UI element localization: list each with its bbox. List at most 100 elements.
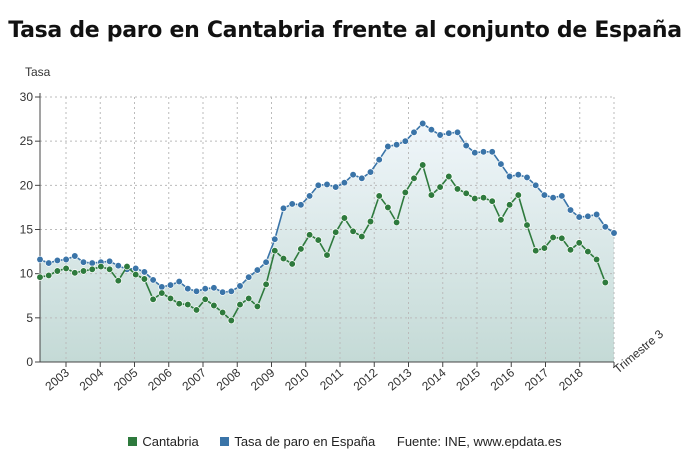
- point-cantabria: [471, 194, 479, 203]
- point-espana: [488, 148, 496, 156]
- point-espana: [592, 210, 601, 219]
- point-espana: [184, 285, 192, 293]
- chart-title: Tasa de paro en Cantabria frente al conj…: [8, 18, 682, 43]
- point-cantabria: [366, 217, 375, 226]
- point-espana: [419, 119, 427, 128]
- point-cantabria: [349, 227, 357, 235]
- legend-item-cantabria[interactable]: Cantabria: [128, 434, 199, 449]
- legend-label-espana: Tasa de paro en España: [234, 434, 376, 449]
- point-cantabria: [132, 270, 140, 279]
- point-cantabria: [236, 300, 244, 309]
- point-espana: [462, 141, 470, 150]
- x-tick-label: Trimestre 3: [611, 327, 666, 377]
- x-tick-label: 2012: [351, 365, 381, 393]
- point-espana: [540, 191, 549, 199]
- point-espana: [132, 264, 140, 273]
- point-cantabria: [532, 247, 540, 255]
- x-tick-label: 2011: [317, 365, 346, 393]
- x-tick-label: 2006: [145, 365, 175, 393]
- point-espana: [479, 148, 488, 156]
- point-espana: [297, 201, 305, 209]
- point-espana: [201, 285, 209, 293]
- point-espana: [45, 259, 53, 267]
- point-cantabria: [392, 218, 401, 227]
- y-tick-label: 20: [20, 178, 34, 192]
- point-espana: [471, 149, 479, 157]
- point-cantabria: [584, 247, 592, 256]
- point-espana: [88, 259, 96, 267]
- point-cantabria: [540, 244, 549, 252]
- y-tick-label: 15: [20, 223, 34, 237]
- point-cantabria: [71, 269, 79, 277]
- point-cantabria: [175, 300, 183, 308]
- point-espana: [427, 126, 436, 134]
- point-cantabria: [375, 192, 383, 200]
- point-espana: [349, 171, 357, 179]
- point-espana: [384, 142, 392, 151]
- point-cantabria: [114, 277, 122, 285]
- point-espana: [175, 277, 183, 286]
- point-espana: [253, 266, 262, 274]
- chart-legend: Cantabria Tasa de paro en España Fuente:…: [0, 434, 690, 449]
- x-tick-label: 2017: [522, 365, 552, 393]
- y-tick-label: 5: [26, 311, 33, 325]
- x-tick-label: 2013: [385, 365, 415, 393]
- legend-swatch-espana: [220, 437, 230, 446]
- point-espana: [575, 213, 583, 221]
- point-espana: [218, 288, 227, 296]
- point-espana: [392, 141, 401, 149]
- point-cantabria: [262, 280, 270, 288]
- point-espana: [453, 128, 462, 136]
- point-cantabria: [158, 289, 166, 297]
- point-espana: [566, 206, 575, 214]
- point-espana: [505, 172, 514, 181]
- point-cantabria: [384, 203, 392, 212]
- point-espana: [436, 131, 444, 139]
- point-cantabria: [401, 188, 409, 197]
- x-tick-label: 2008: [214, 365, 244, 393]
- point-cantabria: [445, 172, 453, 181]
- point-espana: [549, 194, 557, 202]
- point-espana: [149, 276, 157, 284]
- point-cantabria: [419, 161, 427, 169]
- point-espana: [166, 281, 175, 289]
- point-cantabria: [53, 267, 62, 275]
- point-cantabria: [88, 265, 96, 273]
- point-cantabria: [279, 254, 288, 263]
- point-cantabria: [79, 267, 88, 275]
- point-cantabria: [140, 275, 149, 283]
- point-cantabria: [105, 265, 114, 273]
- legend-item-espana[interactable]: Tasa de paro en España: [220, 434, 375, 449]
- legend-label-cantabria: Cantabria: [142, 434, 199, 449]
- y-tick-label: 30: [20, 90, 34, 104]
- x-tick-label: 2014: [419, 365, 449, 393]
- point-espana: [105, 257, 114, 265]
- point-cantabria: [210, 301, 218, 310]
- x-tick-label: 2010: [282, 365, 312, 393]
- point-espana: [62, 255, 70, 264]
- point-cantabria: [97, 262, 105, 271]
- point-cantabria: [314, 236, 322, 244]
- point-espana: [71, 252, 79, 260]
- point-espana: [610, 229, 618, 237]
- point-espana: [497, 160, 505, 168]
- point-cantabria: [305, 231, 314, 239]
- point-cantabria: [601, 278, 609, 287]
- point-cantabria: [45, 271, 53, 280]
- point-espana: [323, 180, 331, 189]
- point-espana: [227, 287, 235, 295]
- point-cantabria: [62, 264, 70, 273]
- point-cantabria: [592, 255, 601, 264]
- x-tick-label: 2007: [179, 365, 209, 393]
- point-cantabria: [184, 300, 192, 309]
- point-cantabria: [271, 247, 279, 255]
- point-cantabria: [514, 191, 522, 199]
- point-cantabria: [453, 185, 462, 193]
- point-espana: [53, 256, 62, 265]
- point-espana: [584, 212, 592, 220]
- point-espana: [558, 192, 566, 200]
- point-espana: [305, 192, 314, 200]
- x-tick-label: 2015: [453, 365, 483, 393]
- x-tick-label: 2018: [556, 365, 586, 393]
- point-cantabria: [358, 232, 366, 241]
